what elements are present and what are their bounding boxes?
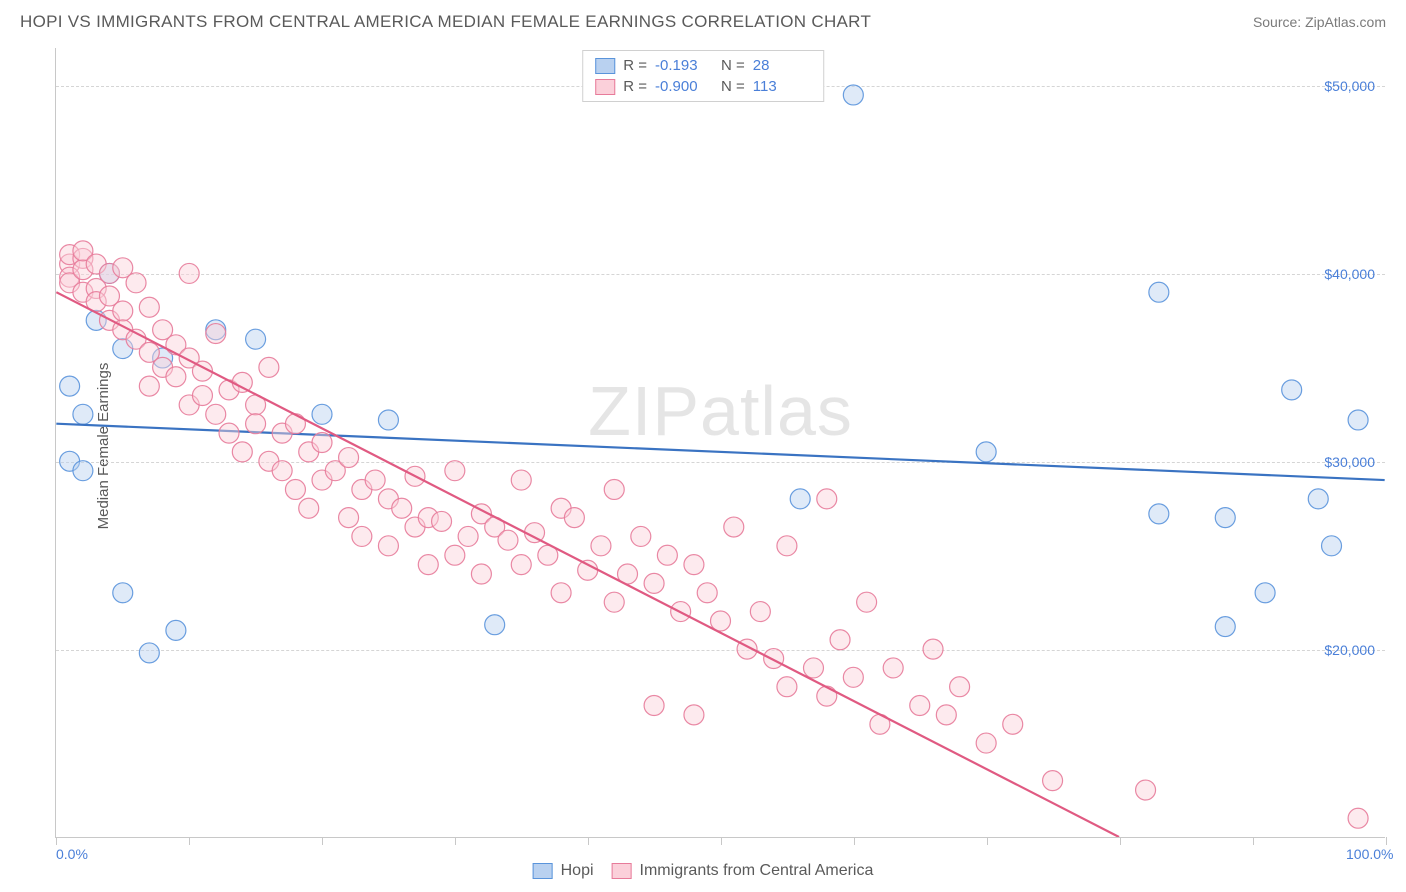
legend-item-immigrants: Immigrants from Central America <box>612 862 874 880</box>
bottom-legend: Hopi Immigrants from Central America <box>533 862 874 880</box>
legend-item-hopi: Hopi <box>533 862 594 880</box>
swatch-immigrants-icon <box>612 863 632 879</box>
stats-row-immigrants: R = -0.900 N = 113 <box>595 76 811 97</box>
swatch-immigrants <box>595 79 615 95</box>
source-attribution: Source: ZipAtlas.com <box>1253 14 1386 30</box>
x-tick-label: 0.0% <box>56 846 88 862</box>
chart-title: HOPI VS IMMIGRANTS FROM CENTRAL AMERICA … <box>20 12 871 32</box>
x-tick-label: 100.0% <box>1346 846 1393 862</box>
scatter-svg <box>56 48 1385 837</box>
stats-row-hopi: R = -0.193 N = 28 <box>595 55 811 76</box>
swatch-hopi-icon <box>533 863 553 879</box>
swatch-hopi <box>595 58 615 74</box>
stats-legend-box: R = -0.193 N = 28 R = -0.900 N = 113 <box>582 50 824 102</box>
chart-plot-area: ZIPatlas $20,000$30,000$40,000$50,0000.0… <box>55 48 1385 838</box>
